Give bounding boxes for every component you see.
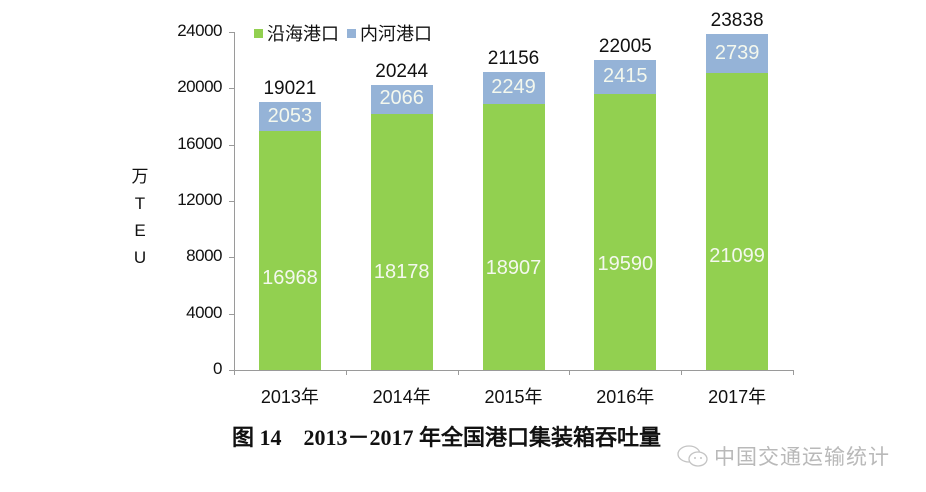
bar-coastal — [706, 72, 769, 370]
legend-item-inland: 内河港口 — [347, 20, 432, 46]
data-label-coastal: 21099 — [709, 245, 765, 268]
x-tick-label: 2015年 — [484, 387, 543, 407]
y-tick-mark — [229, 144, 234, 146]
data-label-inland: 2739 — [714, 41, 760, 64]
y-tick-label: 20000 — [177, 77, 222, 97]
y-axis-label-char: 万 — [131, 167, 149, 186]
y-axis-label-char: T — [134, 194, 146, 213]
y-axis-label: 万 T E U — [130, 163, 150, 271]
bar-inland — [482, 72, 545, 104]
x-tick-mark — [793, 370, 794, 375]
y-axis-label-char: U — [133, 248, 147, 267]
bar-inland — [370, 84, 433, 114]
x-tick-mark — [681, 370, 683, 375]
bar-coastal — [482, 103, 545, 370]
y-tick-label: 12000 — [177, 190, 222, 209]
legend-label-inland: 内河港口 — [360, 24, 432, 44]
data-label-coastal: 19590 — [597, 253, 654, 276]
watermark-text: 中国交通运输统计 — [714, 446, 890, 469]
data-label-inland: 2066 — [379, 87, 424, 110]
data-label-coastal: 18178 — [373, 260, 430, 283]
total-label: 21156 — [487, 48, 540, 70]
data-label-inland: 2249 — [491, 75, 536, 98]
total-label: 19021 — [263, 78, 317, 100]
y-tick-label: 0 — [213, 359, 222, 378]
total-label: 22005 — [598, 36, 652, 58]
x-tick-mark — [569, 370, 571, 375]
legend: 沿海港口 内河港口 — [254, 20, 440, 46]
watermark: 中国交通运输统计 — [676, 441, 890, 471]
legend-swatch-inland — [347, 28, 356, 38]
y-tick-mark — [229, 313, 234, 315]
legend-item-coastal: 沿海港口 — [254, 20, 339, 46]
data-label-inland: 2415 — [603, 65, 648, 88]
y-tick-mark — [229, 257, 234, 259]
bar-coastal — [258, 131, 321, 370]
bar-inland — [258, 102, 321, 132]
y-tick-label: 16000 — [177, 133, 222, 153]
data-label-inland: 2053 — [267, 104, 313, 127]
total-label: 20244 — [375, 60, 429, 82]
figure-caption: 图 14 2013－2017 年全国港口集装箱吞吐量 — [232, 425, 662, 450]
y-tick-mark — [229, 32, 234, 33]
legend-label-coastal: 沿海港口 — [267, 24, 339, 44]
y-tick-label: 8000 — [186, 246, 222, 266]
bar-inland — [594, 60, 657, 95]
x-tick-mark — [234, 370, 235, 375]
x-tick-label: 2014年 — [372, 387, 431, 407]
data-label-coastal: 16968 — [262, 267, 318, 290]
x-tick-label: 2017年 — [708, 387, 767, 407]
legend-swatch-coastal — [254, 28, 263, 38]
wechat-icon — [677, 445, 708, 467]
y-tick-mark — [229, 88, 234, 90]
x-axis — [234, 370, 793, 371]
y-axis — [234, 32, 235, 370]
x-tick-mark — [345, 370, 347, 375]
x-tick-mark — [457, 370, 459, 375]
y-tick-label: 4000 — [186, 302, 222, 322]
x-tick-label: 2016年 — [596, 387, 655, 407]
bar-inland — [706, 34, 769, 73]
data-label-coastal: 18907 — [485, 256, 542, 279]
y-axis-label-char: E — [134, 221, 146, 240]
y-tick-mark — [229, 201, 234, 202]
y-tick-mark — [229, 370, 234, 371]
x-tick-label: 2013年 — [260, 387, 319, 407]
total-label: 23838 — [710, 10, 764, 32]
bar-coastal — [594, 94, 657, 370]
bar-coastal — [370, 113, 433, 370]
y-tick-label: 24000 — [177, 21, 222, 40]
